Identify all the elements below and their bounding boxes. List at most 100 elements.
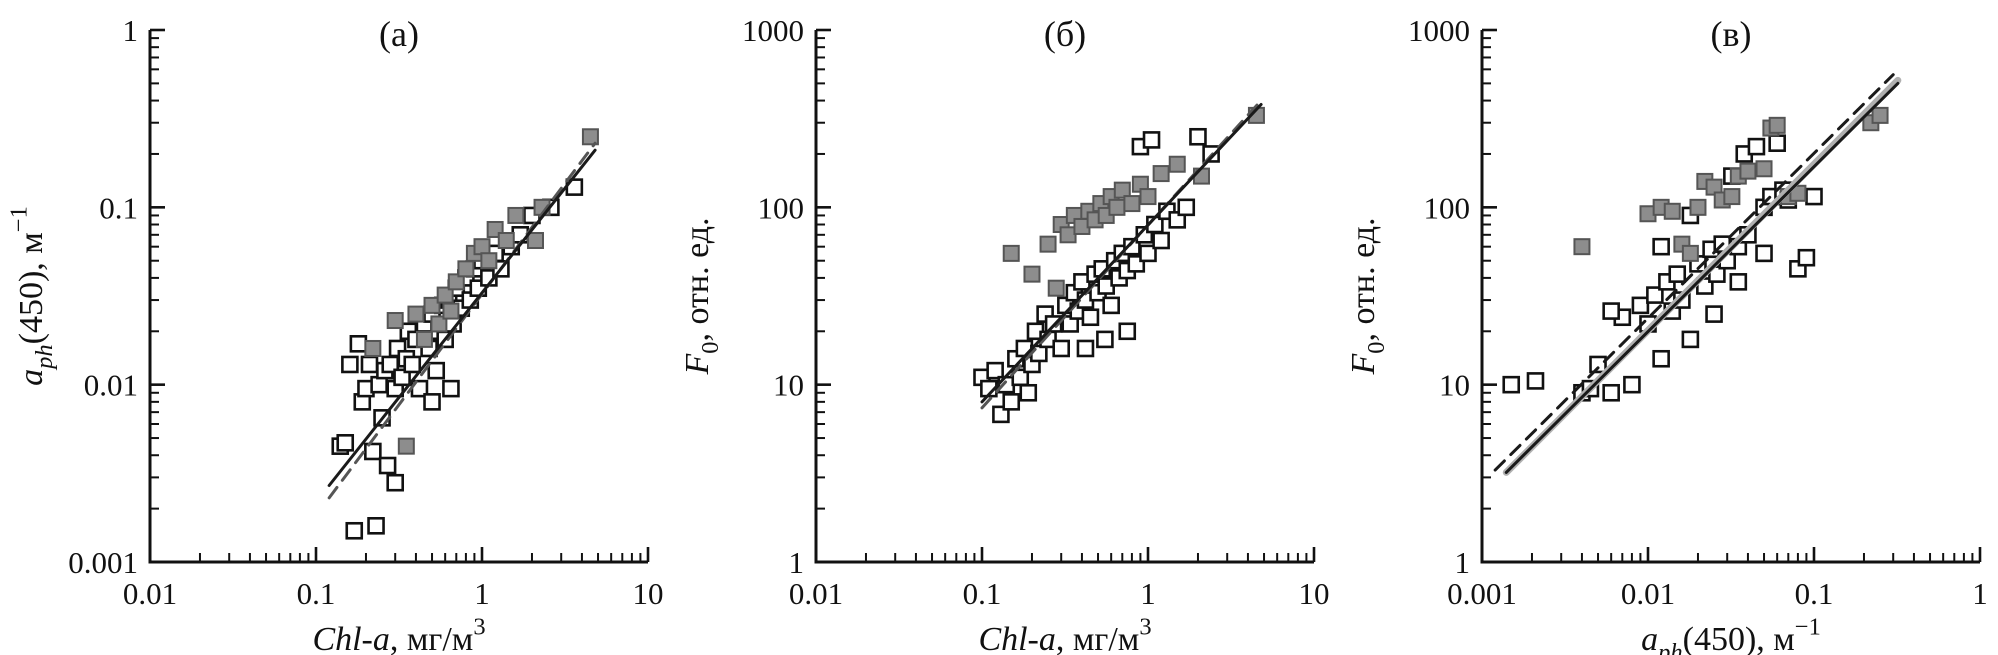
filled-square-marker — [1768, 116, 1786, 134]
fit-line-regression-solid — [1504, 81, 1900, 474]
open-square-marker — [1102, 296, 1120, 315]
filled-square-marker — [386, 312, 404, 330]
open-square-marker — [1652, 349, 1670, 368]
y-tick-label: 0.001 — [68, 545, 138, 580]
series-open-squares — [331, 178, 584, 540]
y-tick-label: 1 — [1455, 545, 1471, 580]
filled-square-marker — [1047, 279, 1065, 297]
svg-text:F0, отн. ед.: F0, отн. ед. — [679, 217, 724, 375]
open-square-marker — [1631, 296, 1650, 315]
open-square-marker — [1019, 383, 1038, 402]
open-square-marker — [1602, 383, 1620, 402]
filled-square-marker — [1139, 188, 1157, 206]
panel-title: (а) — [379, 14, 419, 54]
x-axis-label: aph(450), м−1 — [1641, 614, 1821, 655]
open-square-marker — [341, 355, 359, 374]
series-open-squares — [973, 127, 1220, 424]
filled-square-marker — [447, 273, 465, 291]
panel-b-chart: 0.01 0.1 1 10 1 10 100 1000 (б) Chl-a, мг/м3 F0, о… — [679, 13, 1330, 655]
open-square-marker — [1668, 265, 1687, 283]
open-square-marker — [1177, 198, 1196, 217]
y-tick-label: 100 — [1424, 190, 1471, 225]
panel-title: (в) — [1711, 14, 1752, 54]
x-tick-label: 0.1 — [963, 576, 1002, 611]
y-tick-label: 1000 — [1408, 13, 1470, 48]
open-square-marker — [1189, 127, 1207, 146]
filled-square-marker — [581, 128, 599, 146]
filled-square-marker — [1723, 188, 1741, 206]
filled-square-marker — [442, 302, 460, 320]
filled-square-marker — [1152, 165, 1170, 183]
open-square-marker — [1152, 231, 1170, 250]
x-tick-label: 1 — [1972, 576, 1988, 611]
open-square-marker — [1142, 131, 1161, 149]
filled-square-marker — [1573, 238, 1591, 256]
filled-square-marker — [1871, 106, 1889, 124]
filled-square-marker — [1039, 235, 1057, 253]
y-axis-label: F0, отн. ед. — [679, 217, 724, 375]
open-square-marker — [423, 393, 441, 411]
x-tick-label: 0.1 — [297, 576, 336, 611]
filled-square-marker — [407, 305, 425, 323]
panel-c-chart: 0.001 0.01 0.1 1 1 10 100 1000 (в) aph(450), м−1 F… — [1345, 13, 1988, 655]
open-square-marker — [349, 335, 368, 353]
svg-text:F0, отн. ед.: F0, отн. ед. — [1345, 217, 1390, 375]
panel-title: (б) — [1044, 14, 1086, 54]
open-square-marker — [1076, 339, 1095, 358]
x-tick-label: 0.001 — [1447, 576, 1517, 611]
filled-square-marker — [1663, 202, 1681, 220]
open-square-marker — [367, 517, 385, 535]
open-square-marker — [1139, 244, 1157, 263]
x-axis-label: Chl-a, мг/м3 — [978, 614, 1151, 655]
filled-square-marker — [1002, 244, 1020, 262]
y-tick-label: 0.01 — [84, 368, 138, 403]
filled-square-marker — [423, 296, 441, 314]
filled-square-marker — [1108, 198, 1126, 216]
series-open-squares — [1502, 134, 1823, 402]
x-tick-label: 0.01 — [1621, 576, 1675, 611]
open-square-marker — [364, 442, 382, 461]
x-tick-label: 0.01 — [123, 576, 177, 611]
axis-spines — [1480, 30, 1980, 564]
filled-square-marker — [480, 252, 498, 270]
open-square-marker — [1589, 355, 1607, 374]
open-square-marker — [1502, 375, 1521, 394]
filled-square-marker — [526, 232, 544, 250]
series-filled-squares — [364, 128, 599, 455]
open-square-marker — [1052, 339, 1071, 358]
open-square-marker — [1729, 273, 1748, 291]
filled-square-marker — [507, 206, 525, 224]
open-square-marker — [1747, 137, 1766, 156]
open-square-marker — [393, 368, 411, 387]
plot-area: 0.01 0.1 1 10 1 10 100 1000 (б) Chl-a, мг/м3 F0, о… — [679, 13, 1330, 655]
filled-square-marker — [1059, 226, 1077, 244]
x-tick-label: 10 — [1299, 576, 1330, 611]
open-square-marker — [1002, 393, 1021, 411]
filled-square-marker — [1789, 184, 1807, 202]
open-square-marker — [1768, 134, 1786, 152]
open-square-marker — [442, 379, 460, 398]
y-tick-label: 100 — [758, 190, 805, 225]
fit-line-regression-solid — [327, 148, 597, 488]
series-filled-squares — [1573, 106, 1889, 262]
filled-square-marker — [457, 260, 475, 278]
x-tick-label: 1 — [1140, 576, 1156, 611]
y-tick-label: 1 — [789, 545, 805, 580]
open-square-marker — [1652, 237, 1670, 256]
open-square-marker — [1081, 308, 1100, 327]
open-square-marker — [1646, 286, 1664, 304]
filled-square-marker — [415, 330, 433, 348]
y-axis-label: aph(450), м−1 — [6, 206, 59, 386]
open-square-marker — [345, 521, 364, 540]
fit-line-regression-dashed — [1493, 73, 1895, 472]
figure-panel-b: 0.01 0.1 1 10 1 10 100 1000 (б) Chl-a, мг/м3 F0, о… — [666, 0, 1332, 655]
x-tick-label: 0.1 — [1795, 576, 1834, 611]
open-square-marker — [403, 355, 422, 374]
axis-ticks: 0.01 0.1 1 10 1 10 100 1000 — [742, 13, 1330, 611]
axis-spines — [814, 30, 1314, 564]
open-square-marker — [1705, 305, 1723, 323]
filled-square-marker — [1168, 155, 1186, 173]
open-square-marker — [1096, 330, 1114, 349]
fit-line-regression-solid — [980, 103, 1263, 404]
